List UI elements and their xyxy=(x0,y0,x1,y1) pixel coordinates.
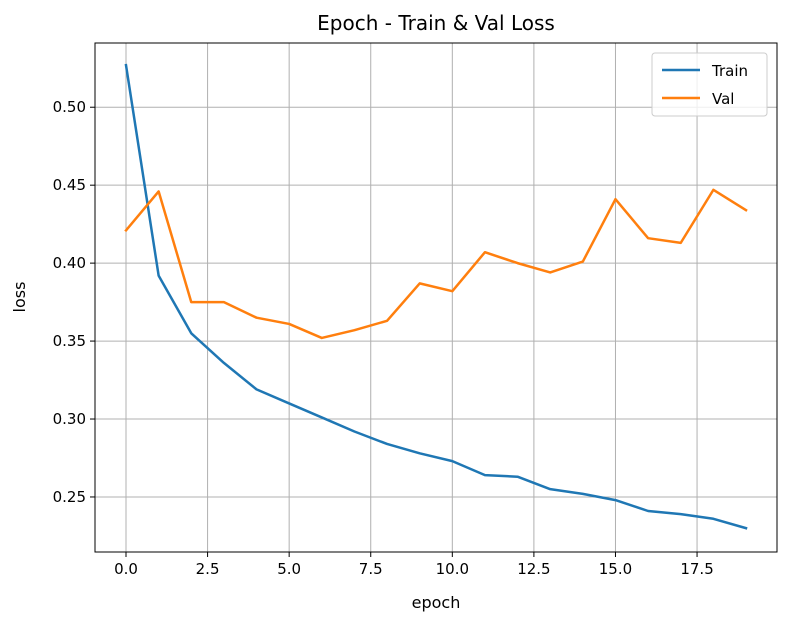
legend-box xyxy=(651,52,768,117)
x-axis-label: epoch xyxy=(412,593,461,612)
series-lines xyxy=(124,63,748,530)
grid xyxy=(95,43,777,552)
x-tick-label: 12.5 xyxy=(517,560,550,578)
y-tick-label: 0.50 xyxy=(53,98,86,116)
x-tick-label: 7.5 xyxy=(359,560,383,578)
x-tick-label: 5.0 xyxy=(277,560,301,578)
y-axis-ticks: 0.25 0.30 0.35 0.40 0.45 0.50 xyxy=(53,98,95,506)
y-tick-label: 0.40 xyxy=(53,254,86,272)
series-line-train xyxy=(124,63,748,530)
y-axis-label: loss xyxy=(10,282,29,313)
y-tick-label: 0.45 xyxy=(53,176,86,194)
legend-label-train: Train xyxy=(711,62,748,80)
x-tick-label: 15.0 xyxy=(599,560,632,578)
legend-label-val: Val xyxy=(712,90,734,108)
plot-frame xyxy=(94,42,778,553)
y-tick-label: 0.25 xyxy=(53,488,86,506)
y-tick-label: 0.30 xyxy=(53,410,86,428)
x-axis-ticks: 0.0 2.5 5.0 7.5 10.0 12.5 15.0 17.5 xyxy=(114,552,714,578)
legend: Train Val xyxy=(651,52,768,117)
x-tick-label: 0.0 xyxy=(114,560,138,578)
series-line-val xyxy=(124,188,748,340)
x-tick-label: 2.5 xyxy=(196,560,220,578)
chart-title: Epoch - Train & Val Loss xyxy=(317,11,555,35)
x-tick-label: 17.5 xyxy=(680,560,713,578)
y-tick-label: 0.35 xyxy=(53,332,86,350)
x-tick-label: 10.0 xyxy=(436,560,469,578)
